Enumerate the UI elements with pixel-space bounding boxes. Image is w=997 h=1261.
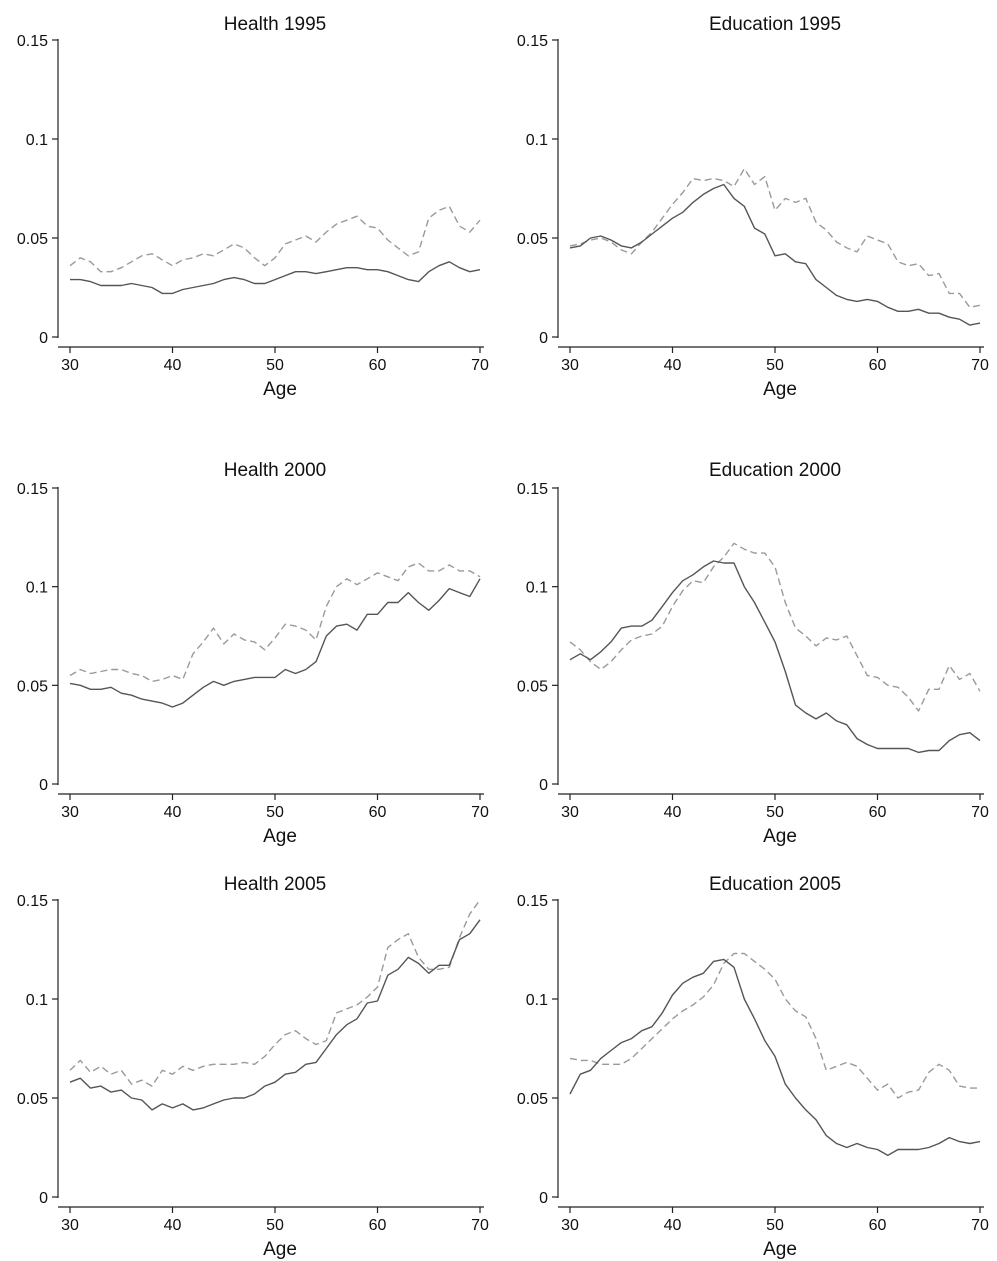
chart-0-x-tick-label: 70 — [471, 357, 489, 374]
chart-4-y-tick-label: 0.05 — [17, 1091, 48, 1108]
chart-health-1995: Health 1995 0 0.05 0.1 0.15 30 40 50 60 70 Age — [0, 0, 498, 400]
chart-4-x-tick-label: 60 — [369, 1217, 387, 1234]
chart-1-svg: Education 1995 0 0.05 0.1 0.15 30 40 50 60 70 Age — [517, 14, 989, 400]
chart-3-x-tick-label: 30 — [561, 804, 579, 821]
chart-1-series-dashed-line — [569, 167, 981, 308]
chart-3-x-tick-label: 60 — [869, 804, 887, 821]
chart-3-x-axis-label: Age — [763, 826, 797, 847]
chart-0-x-tick-label: 50 — [266, 357, 284, 374]
chart-4-x-axis-label: Age — [263, 1239, 297, 1260]
chart-1-y-tick-label: 0 — [539, 330, 548, 347]
chart-4-svg: Health 2005 0 0.05 0.1 0.15 30 40 50 60 70 Age — [17, 874, 489, 1260]
chart-5-y-tick-label: 0.1 — [526, 992, 548, 1009]
chart-4-x-tick-label: 70 — [471, 1217, 489, 1234]
chart-0-svg: Health 1995 0 0.05 0.1 0.15 30 40 50 60 70 Age — [17, 14, 489, 400]
chart-2-title: Health 2000 — [224, 460, 326, 481]
chart-5-y-tick-label: 0 — [539, 1190, 548, 1207]
chart-3-title: Education 2000 — [709, 460, 841, 481]
chart-0-series-dashed-line — [69, 205, 481, 273]
chart-0-x-tick-label: 40 — [164, 357, 182, 374]
chart-0-x-axis-label: Age — [263, 379, 297, 400]
chart-0-series-solid-line — [70, 261, 481, 295]
chart-education-1995: Education 1995 0 0.05 0.1 0.15 30 40 50 60 70 Age — [499, 0, 997, 400]
chart-5-series-solid-line — [569, 958, 981, 1157]
chart-2-x-axis-label: Age — [263, 826, 297, 847]
chart-2-series-solid-line — [69, 578, 481, 708]
chart-4-x-tick-label: 50 — [266, 1217, 284, 1234]
chart-2-svg: Health 2000 0 0.05 0.1 0.15 30 40 50 60 70 Age — [17, 460, 489, 847]
chart-education-2005: Education 2005 0 0.05 0.1 0.15 30 40 50 60 70 Age — [499, 860, 997, 1260]
chart-2-x-tick-label: 70 — [471, 804, 489, 821]
chart-0-y-tick-label: 0.15 — [17, 33, 48, 50]
chart-4-series-dashed-line — [69, 899, 481, 1087]
chart-3-y-tick-label: 0.05 — [517, 678, 548, 695]
chart-2-x-tick-label: 50 — [266, 804, 284, 821]
chart-2-y-tick-label: 0 — [39, 777, 48, 794]
chart-0-y-tick-label: 0.05 — [17, 231, 48, 248]
chart-3-svg: Education 2000 0 0.05 0.1 0.15 30 40 50 60 70 Age — [517, 460, 989, 847]
chart-4-y-tick-label: 0 — [39, 1190, 48, 1207]
chart-5-x-tick-label: 50 — [766, 1217, 784, 1234]
chart-2-series-dashed-line — [69, 562, 481, 683]
chart-1-series-solid-line — [569, 183, 981, 326]
chart-0-y-tick-label: 0 — [39, 330, 48, 347]
chart-1-x-tick-label: 50 — [766, 357, 784, 374]
chart-5-x-tick-label: 70 — [971, 1217, 989, 1234]
chart-3-y-tick-label: 0.15 — [517, 481, 548, 498]
chart-5-x-tick-label: 40 — [664, 1217, 682, 1234]
chart-health-2005: Health 2005 0 0.05 0.1 0.15 30 40 50 60 70 Age — [0, 860, 498, 1260]
chart-3-y-tick-label: 0.1 — [526, 580, 548, 597]
chart-0-x-tick-label: 60 — [369, 357, 387, 374]
chart-5-series-dashed-line — [569, 952, 980, 1099]
chart-5-y-tick-label: 0.15 — [517, 893, 548, 910]
chart-5-svg: Education 2005 0 0.05 0.1 0.15 30 40 50 60 70 Age — [517, 874, 989, 1260]
chart-0-y-tick-label: 0.1 — [26, 132, 48, 149]
chart-4-x-tick-label: 30 — [61, 1217, 79, 1234]
chart-1-y-tick-label: 0.05 — [517, 231, 548, 248]
chart-3-series-dashed-line — [569, 542, 981, 712]
chart-5-x-axis-label: Age — [763, 1239, 797, 1260]
chart-education-2000: Education 2000 0 0.05 0.1 0.15 30 40 50 60 70 Age — [499, 446, 997, 856]
chart-0-x-tick-label: 30 — [61, 357, 79, 374]
chart-2-y-tick-label: 0.15 — [17, 481, 48, 498]
chart-2-y-tick-label: 0.05 — [17, 678, 48, 695]
chart-1-x-axis-label: Age — [763, 379, 797, 400]
chart-2-x-tick-label: 40 — [164, 804, 182, 821]
chart-5-x-tick-label: 30 — [561, 1217, 579, 1234]
chart-4-y-tick-label: 0.15 — [17, 893, 48, 910]
chart-5-y-tick-label: 0.05 — [517, 1091, 548, 1108]
chart-3-y-tick-label: 0 — [539, 777, 548, 794]
chart-4-title: Health 2005 — [224, 874, 326, 895]
chart-0-title: Health 1995 — [224, 14, 326, 35]
chart-3-series-solid-line — [569, 560, 981, 754]
chart-2-x-tick-label: 60 — [369, 804, 387, 821]
chart-3-x-tick-label: 70 — [971, 804, 989, 821]
chart-1-x-tick-label: 60 — [869, 357, 887, 374]
chart-2-y-tick-label: 0.1 — [26, 580, 48, 597]
chart-1-x-tick-label: 30 — [561, 357, 579, 374]
chart-1-title: Education 1995 — [709, 14, 841, 35]
chart-1-x-tick-label: 70 — [971, 357, 989, 374]
chart-1-y-tick-label: 0.15 — [517, 33, 548, 50]
chart-3-x-tick-label: 50 — [766, 804, 784, 821]
chart-3-x-tick-label: 40 — [664, 804, 682, 821]
chart-health-2000: Health 2000 0 0.05 0.1 0.15 30 40 50 60 70 Age — [0, 446, 498, 856]
chart-2-x-tick-label: 30 — [61, 804, 79, 821]
chart-4-series-solid-line — [69, 919, 481, 1111]
chart-4-y-tick-label: 0.1 — [26, 992, 48, 1009]
chart-1-y-tick-label: 0.1 — [526, 132, 548, 149]
chart-4-x-tick-label: 40 — [164, 1217, 182, 1234]
chart-5-title: Education 2005 — [709, 874, 841, 895]
chart-1-x-tick-label: 40 — [664, 357, 682, 374]
chart-5-x-tick-label: 60 — [869, 1217, 887, 1234]
